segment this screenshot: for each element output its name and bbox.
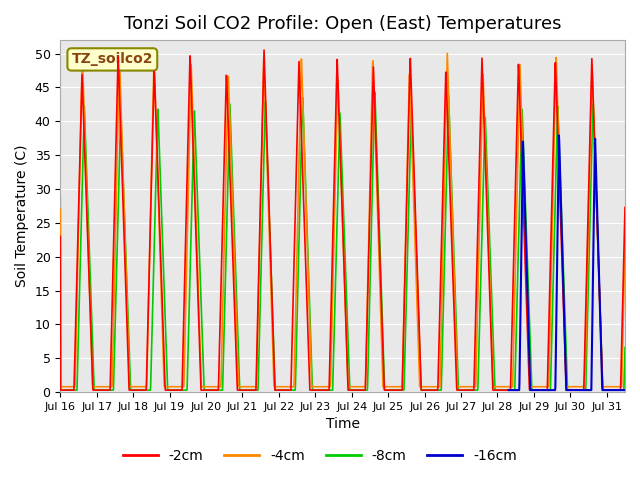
Legend: -2cm, -4cm, -8cm, -16cm: -2cm, -4cm, -8cm, -16cm (118, 443, 522, 468)
Text: TZ_soilco2: TZ_soilco2 (72, 52, 153, 66)
Title: Tonzi Soil CO2 Profile: Open (East) Temperatures: Tonzi Soil CO2 Profile: Open (East) Temp… (124, 15, 561, 33)
X-axis label: Time: Time (326, 418, 360, 432)
Y-axis label: Soil Temperature (C): Soil Temperature (C) (15, 145, 29, 288)
